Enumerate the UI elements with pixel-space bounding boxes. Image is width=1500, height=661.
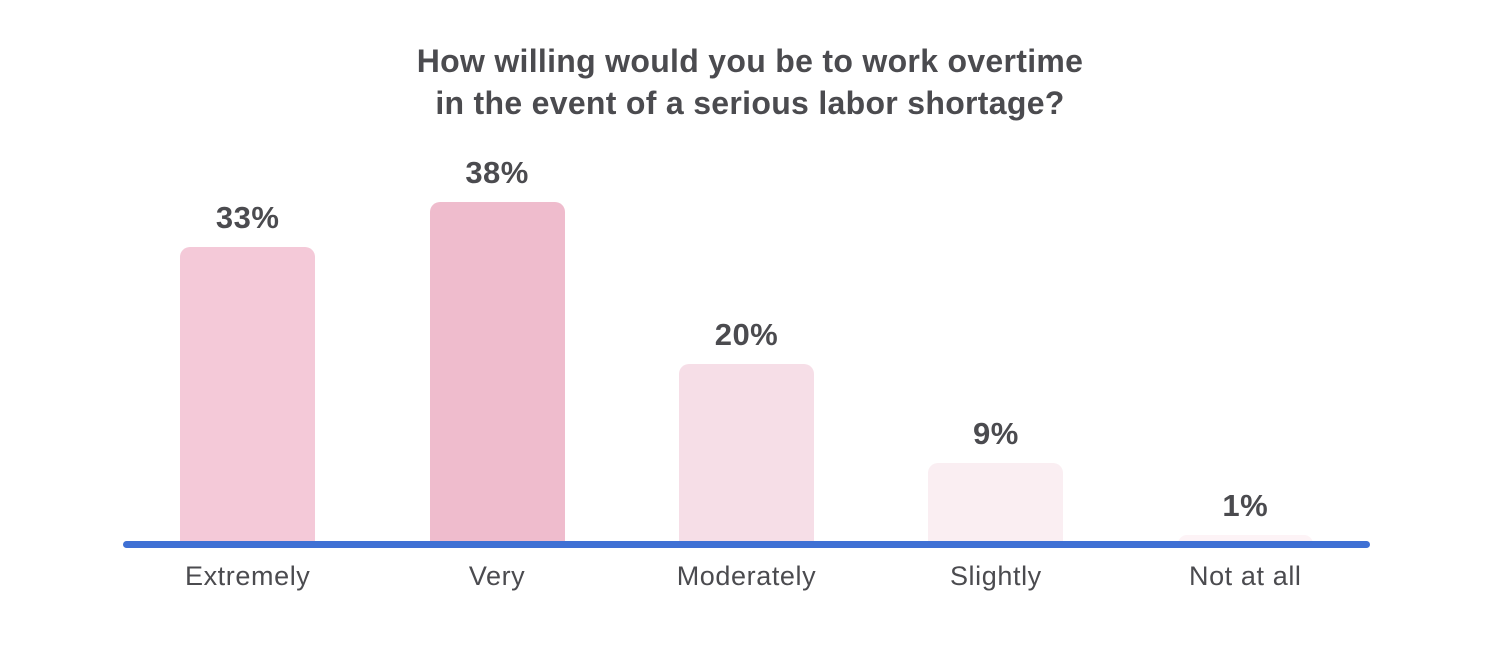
chart-title: How willing would you be to work overtim… (0, 40, 1500, 124)
category-label-extremely: Extremely (184, 561, 311, 591)
category-labels-row: Extremely Very Moderately Slightly Not a… (123, 561, 1370, 592)
bar-column-slightly: 9% (871, 416, 1120, 544)
bar-column-very: 38% (372, 155, 621, 544)
bar-value-label: 9% (972, 416, 1019, 451)
bar-column-moderately: 20% (622, 317, 871, 544)
category-label-very: Very (468, 561, 526, 591)
bar-not-at-all (1177, 535, 1313, 544)
bar-very (429, 202, 565, 544)
bars-row: 33% 38% 20% 9% 1% (123, 155, 1370, 544)
bar-column-not-at-all: 1% (1121, 488, 1370, 544)
category-label-slightly: Slightly (949, 561, 1042, 591)
plot-area: 33% 38% 20% 9% 1% Extremely Ver (123, 0, 1370, 661)
bar-value-label: 38% (465, 155, 529, 190)
bar-value-label: 1% (1222, 488, 1269, 523)
chart-title-line-2: in the event of a serious labor shortage… (435, 85, 1065, 121)
x-axis-baseline (123, 541, 1370, 548)
chart-title-line-1: How willing would you be to work overtim… (416, 43, 1084, 79)
bar-column-extremely: 33% (123, 200, 372, 544)
bar-extremely (180, 247, 316, 544)
category-label-not-at-all: Not at all (1188, 561, 1302, 591)
bar-moderately (678, 364, 814, 544)
bar-value-label: 33% (215, 200, 280, 235)
category-label-moderately: Moderately (676, 561, 817, 591)
bar-value-label: 20% (714, 317, 779, 352)
bar-slightly (928, 463, 1064, 544)
